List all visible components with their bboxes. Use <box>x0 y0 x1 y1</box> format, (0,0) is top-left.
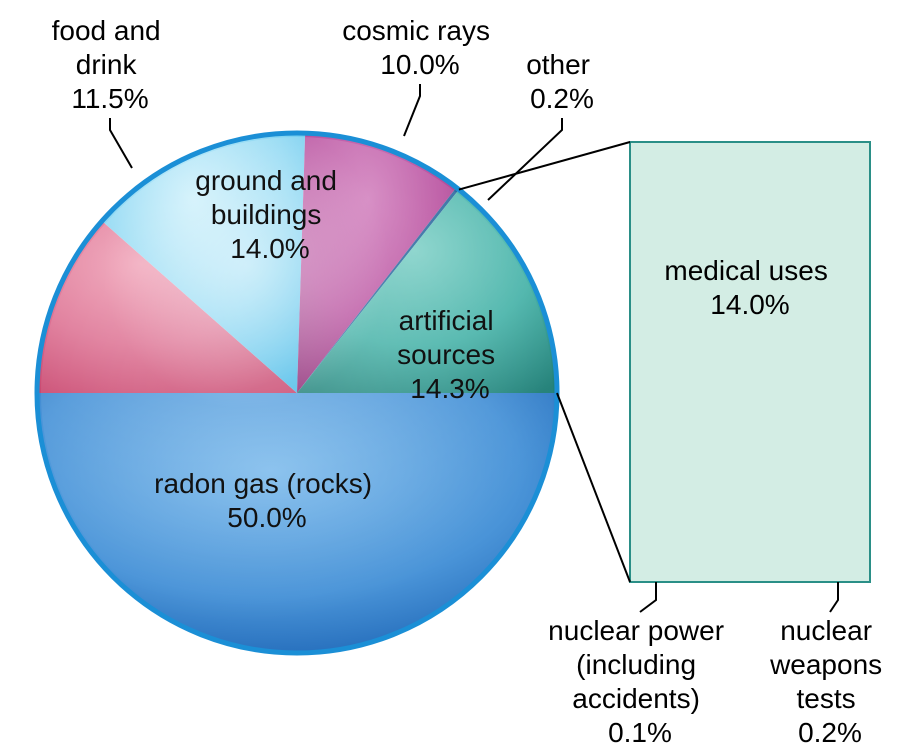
label-other: other 0.2% <box>526 49 598 114</box>
label-nuclear-power: nuclear power (including accidents) 0.1% <box>548 615 732 748</box>
label-weapons: nuclear weapons tests 0.2% <box>769 615 890 748</box>
connector-bottom <box>557 393 630 582</box>
leader-other <box>488 118 562 200</box>
leader-nuclear-power <box>640 582 656 612</box>
label-artificial: artificial sources 14.3% <box>397 305 503 404</box>
label-cosmic: cosmic rays 10.0% <box>342 15 498 80</box>
leader-weapons <box>830 582 838 612</box>
breakdown-box <box>630 142 870 582</box>
leader-food <box>110 118 132 168</box>
connector-top <box>459 142 630 190</box>
label-food: food and drink 11.5% <box>52 15 169 114</box>
radiation-sources-chart: food and drink 11.5% cosmic rays 10.0% o… <box>0 0 904 755</box>
leader-cosmic <box>404 84 420 136</box>
